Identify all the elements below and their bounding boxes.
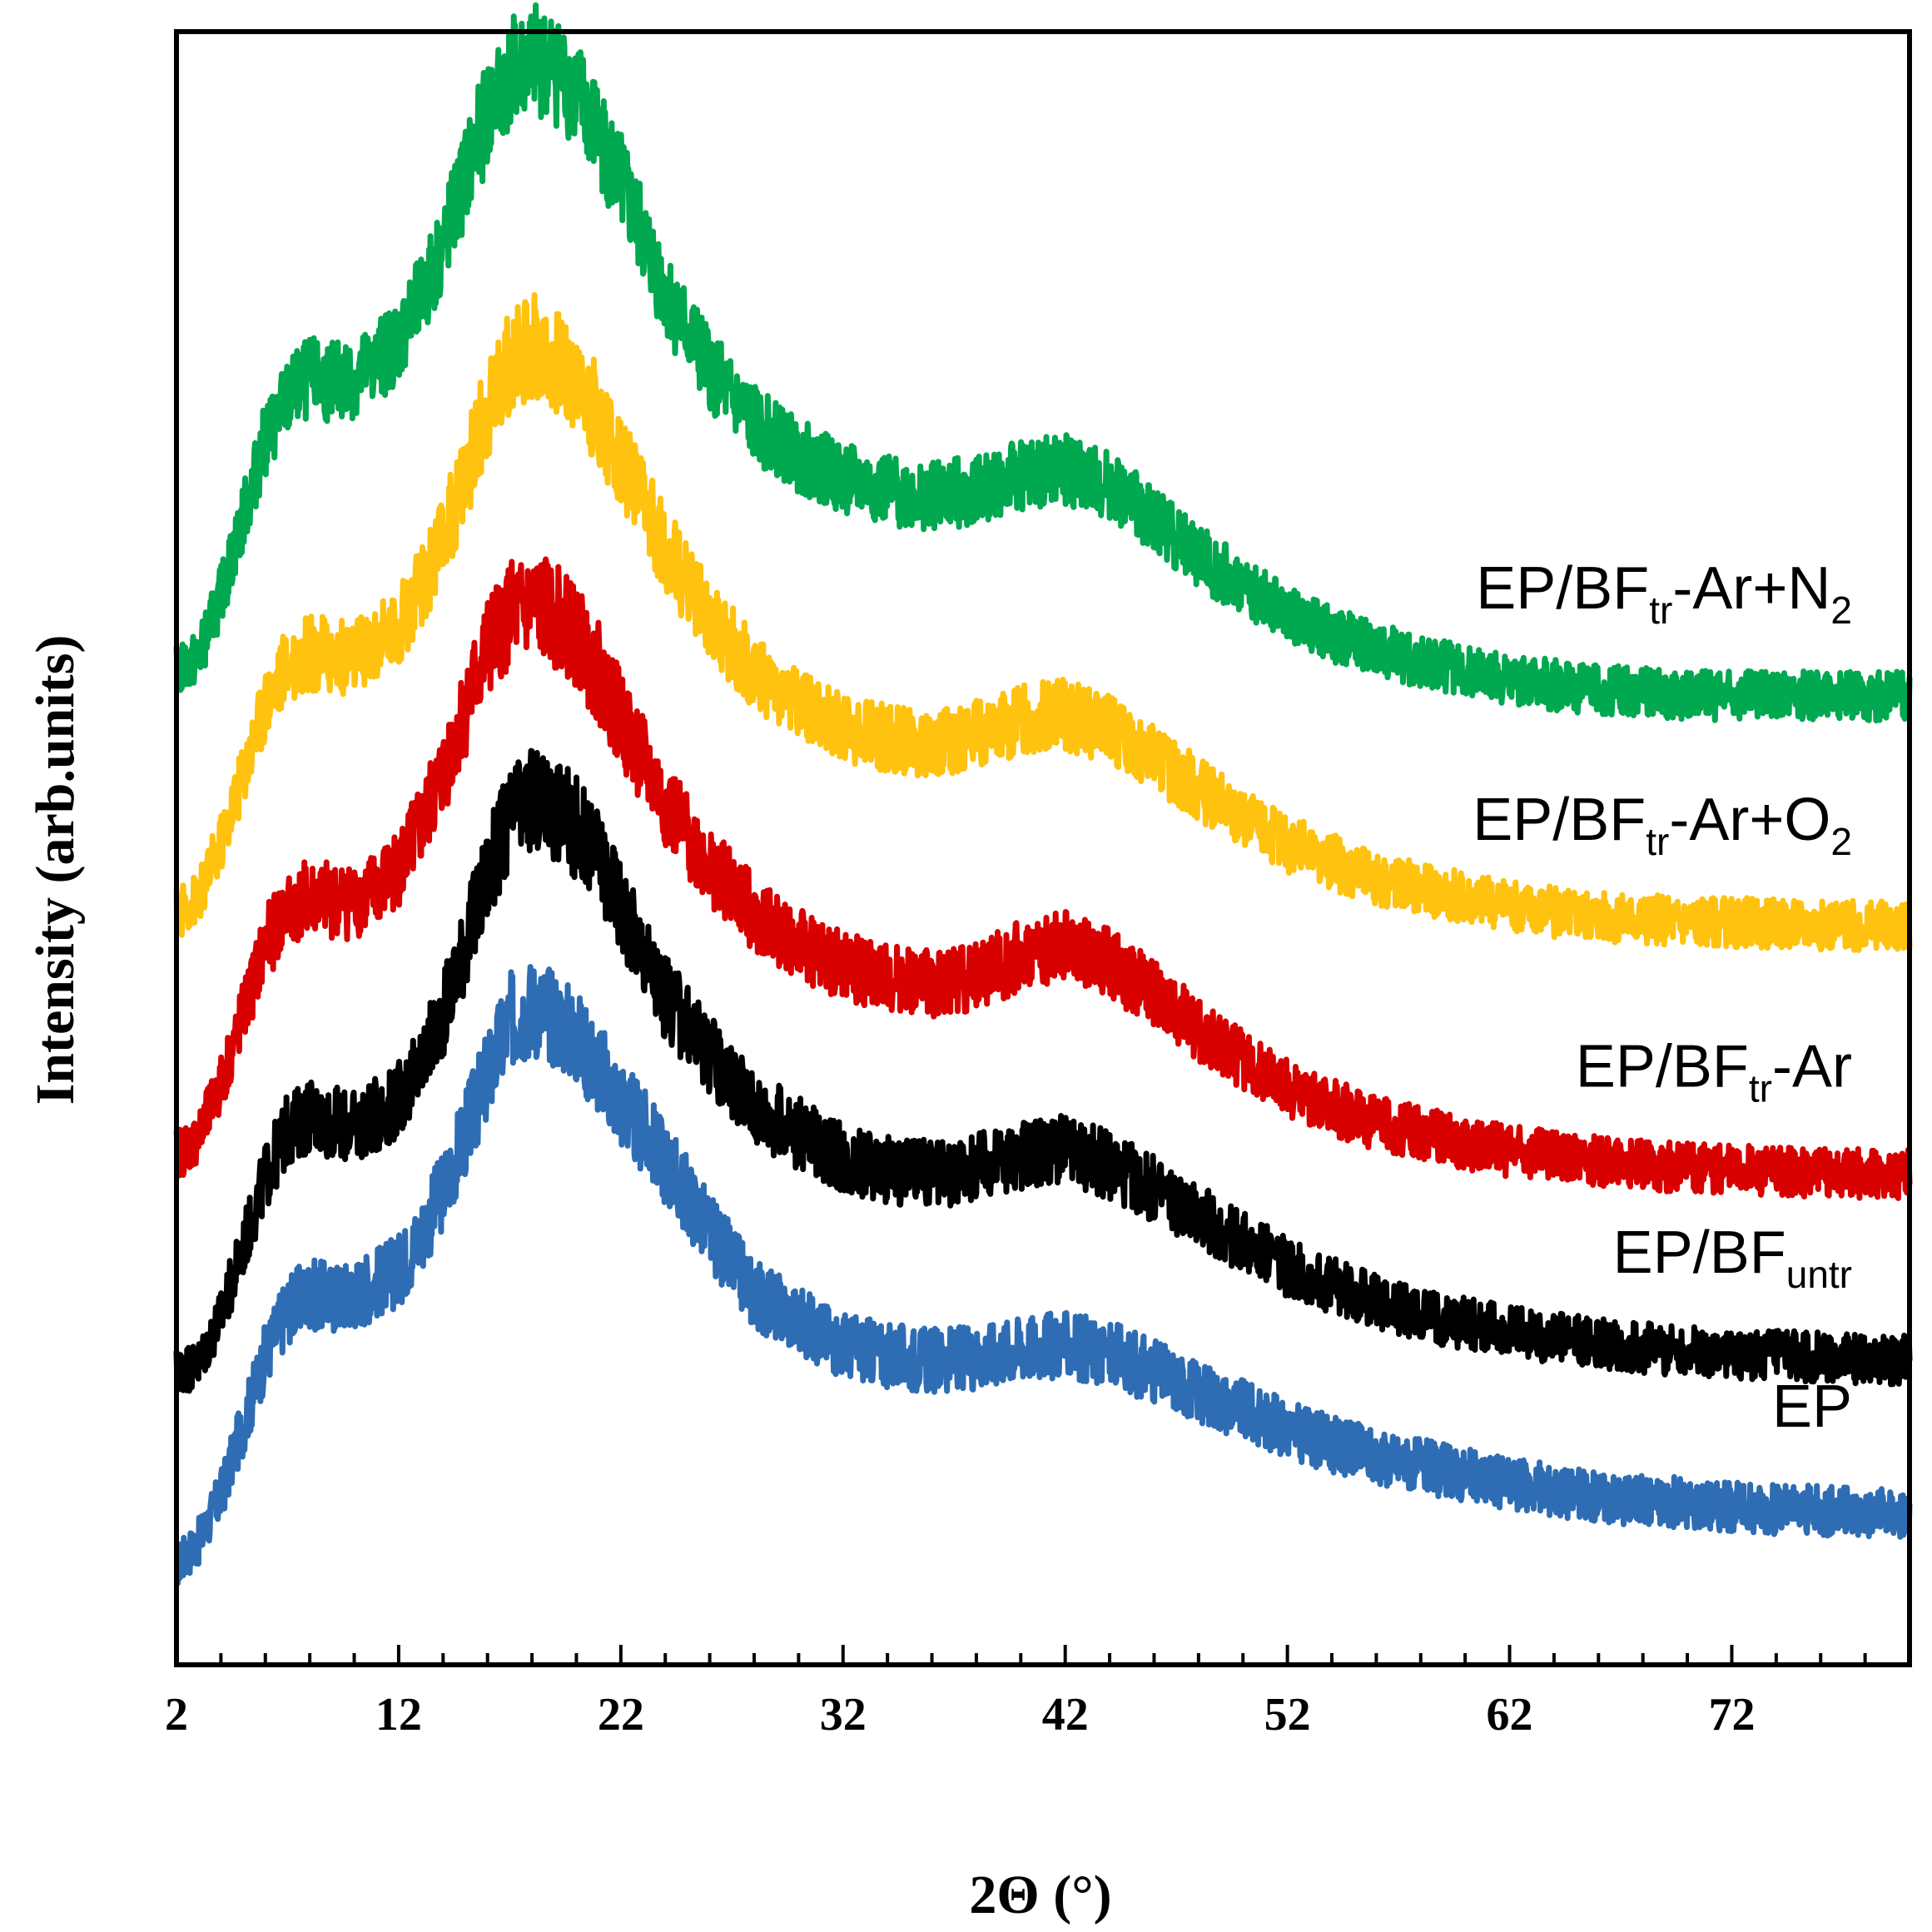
x-tick-label: 62 (1487, 1689, 1533, 1741)
series-label-suffix: -Ar+N (1672, 555, 1830, 622)
series-line-ep-bftr-ar-n2 (173, 2, 1913, 724)
series-label-subscript: tr (1646, 820, 1669, 863)
series-label-subscript: 2 (1830, 589, 1852, 632)
series-label: EP (1772, 1373, 1852, 1440)
x-tick-label: 12 (375, 1689, 422, 1741)
x-tick-label: 32 (820, 1689, 867, 1741)
x-tick-label: 42 (1042, 1689, 1089, 1741)
plot-frame (174, 29, 1912, 1667)
series-line-ep-bfuntr (173, 747, 1913, 1394)
series-label-main: EP/BF (1576, 1033, 1749, 1100)
series-label: EP/BFtr-Ar (1576, 1033, 1852, 1110)
series-label: EP/BFtr-Ar+O2 (1473, 787, 1852, 863)
series-label-main: EP (1772, 1373, 1852, 1440)
series-layer (173, 2, 1913, 1587)
x-axis-ticks (175, 1645, 1911, 1665)
x-axis-tick-labels: 2 12 22 32 42 52 62 72 (165, 1689, 1755, 1741)
series-label-subscript: untr (1786, 1253, 1852, 1296)
series-label-main: EP/BF (1476, 555, 1649, 622)
series-label-suffix: -Ar (1772, 1033, 1852, 1100)
x-tick-label: 72 (1708, 1689, 1755, 1741)
series-label-subscript: tr (1749, 1066, 1772, 1110)
series-label-main: EP/BF (1613, 1219, 1786, 1286)
x-axis-title: 2Θ (°) (969, 1865, 1111, 1925)
series-label-main: EP/BF (1473, 787, 1646, 853)
series-line-ep (173, 964, 1913, 1587)
series-label-suffix: -Ar+O (1669, 787, 1830, 853)
series-line-ep-bftr-ar-o2 (173, 291, 1913, 953)
x-tick-label: 22 (598, 1689, 644, 1741)
series-line-ep-bftr-ar (173, 556, 1913, 1201)
x-tick-label: 52 (1264, 1689, 1311, 1741)
series-label-subscript: 2 (1830, 820, 1852, 863)
x-tick-label: 2 (165, 1689, 188, 1741)
series-labels: EPEP/BFuntrEP/BFtr-ArEP/BFtr-Ar+O2EP/BFt… (1473, 555, 1852, 1440)
y-axis-title: Intensity (arb.units) (25, 635, 86, 1105)
series-label: EP/BFtr-Ar+N2 (1476, 555, 1852, 632)
series-label-subscript: tr (1649, 589, 1672, 632)
series-label: EP/BFuntr (1613, 1219, 1852, 1296)
